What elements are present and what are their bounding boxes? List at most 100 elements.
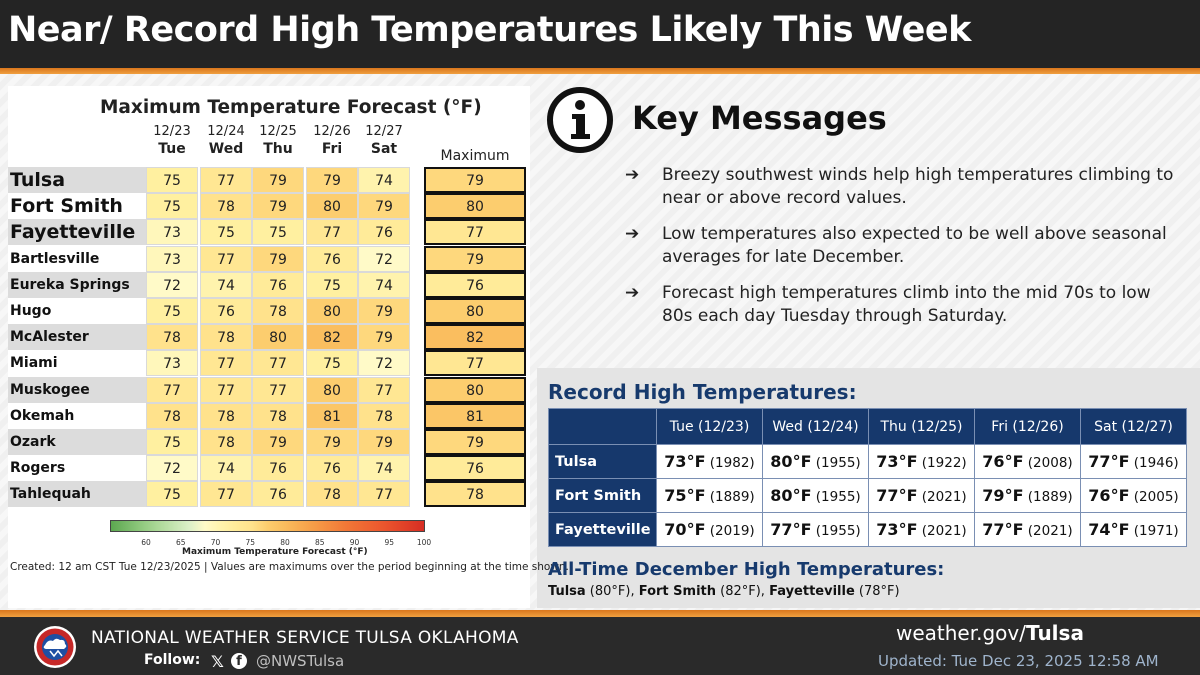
city-name: Miami bbox=[8, 350, 146, 376]
record-year: (1889) bbox=[1023, 489, 1073, 505]
day-name: Sat bbox=[370, 141, 398, 157]
record-temp: 73°F bbox=[664, 452, 706, 471]
record-temp: 76°F bbox=[982, 452, 1024, 471]
forecast-cell: 80 bbox=[306, 193, 358, 219]
records-row: Fayetteville 70°F (2019) 77°F (1955) 73°F (… bbox=[548, 512, 1187, 547]
forecast-cell: 79 bbox=[306, 429, 358, 455]
max-cell: 77 bbox=[424, 219, 526, 245]
forecast-cell: 76 bbox=[306, 455, 358, 481]
record-temp: 80°F bbox=[770, 486, 812, 505]
social-handle[interactable]: @NWSTulsa bbox=[256, 652, 345, 670]
record-year: (2008) bbox=[1023, 455, 1073, 471]
forecast-cell: 78 bbox=[200, 193, 252, 219]
city-name: Ozark bbox=[8, 429, 146, 455]
forecast-title: Maximum Temperature Forecast (°F) bbox=[100, 97, 482, 118]
color-scale-tick: 75 bbox=[245, 538, 256, 547]
color-scale-tick: 90 bbox=[349, 538, 360, 547]
forecast-cell: 78 bbox=[252, 403, 304, 429]
key-message: ➔ Forecast high temperatures climb into t… bbox=[625, 282, 1185, 328]
forecast-row: Muskogee 77 77 77 80 77 80 bbox=[8, 377, 530, 403]
forecast-cell: 77 bbox=[358, 481, 410, 507]
day-header-wed: 12/24 Wed bbox=[200, 124, 252, 158]
forecast-cell: 73 bbox=[146, 350, 198, 376]
max-cell: 76 bbox=[424, 455, 526, 481]
forecast-row: Rogers 72 74 76 76 74 76 bbox=[8, 455, 530, 481]
color-scale-label: Maximum Temperature Forecast (°F) bbox=[182, 547, 368, 557]
day-date: 12/23 bbox=[153, 124, 191, 139]
forecast-cell: 79 bbox=[358, 193, 410, 219]
records-corner bbox=[548, 408, 657, 445]
forecast-cell: 78 bbox=[146, 324, 198, 350]
color-scale-tick: 70 bbox=[210, 538, 221, 547]
forecast-cell: 82 bbox=[306, 324, 358, 350]
forecast-cell: 77 bbox=[200, 481, 252, 507]
city-name: Fort Smith bbox=[8, 193, 146, 219]
record-cell: 73°F (1922) bbox=[868, 444, 975, 479]
forecast-cell: 79 bbox=[252, 167, 304, 193]
record-year: (1946) bbox=[1129, 455, 1179, 471]
records-city: Fort Smith bbox=[548, 478, 657, 513]
record-cell: 77°F (1955) bbox=[762, 512, 869, 547]
max-cell: 81 bbox=[424, 403, 526, 429]
forecast-cell: 77 bbox=[200, 167, 252, 193]
key-message-text: Breezy southwest winds help high tempera… bbox=[662, 165, 1174, 208]
alltime-value: (78°F) bbox=[854, 584, 900, 599]
forecast-cell: 74 bbox=[358, 272, 410, 298]
forecast-cell: 79 bbox=[252, 193, 304, 219]
website-office: Tulsa bbox=[1026, 621, 1084, 645]
record-cell: 73°F (1982) bbox=[656, 444, 763, 479]
alltime-values: Tulsa (80°F), Fort Smith (82°F), Fayette… bbox=[548, 584, 900, 599]
record-cell: 76°F (2005) bbox=[1080, 478, 1187, 513]
forecast-cell: 78 bbox=[252, 298, 304, 324]
x-icon[interactable]: 𝕏 bbox=[211, 652, 224, 671]
forecast-cell: 75 bbox=[146, 167, 198, 193]
forecast-cell: 78 bbox=[358, 403, 410, 429]
record-temp: 70°F bbox=[664, 520, 706, 539]
forecast-cell: 72 bbox=[146, 455, 198, 481]
website-link[interactable]: weather.gov/Tulsa bbox=[896, 621, 1084, 645]
max-cell: 82 bbox=[424, 324, 526, 350]
forecast-row: Miami 73 77 77 75 72 77 bbox=[8, 350, 530, 376]
alltime-value: (80°F), bbox=[585, 584, 639, 599]
forecast-cell: 74 bbox=[358, 455, 410, 481]
record-cell: 74°F (1971) bbox=[1080, 512, 1187, 547]
record-year: (2021) bbox=[917, 523, 967, 539]
alltime-city: Fort Smith bbox=[638, 584, 717, 599]
max-cell: 80 bbox=[424, 193, 526, 219]
record-highs-title: Record High Temperatures: bbox=[548, 380, 857, 404]
forecast-cell: 79 bbox=[358, 429, 410, 455]
records-row: Fort Smith 75°F (1889) 80°F (1955) 77°F (20… bbox=[548, 478, 1187, 513]
city-name: Bartlesville bbox=[8, 246, 146, 272]
day-date: 12/27 bbox=[365, 124, 403, 139]
record-year: (2021) bbox=[1023, 523, 1073, 539]
record-year: (2019) bbox=[705, 523, 755, 539]
arrow-icon: ➔ bbox=[625, 165, 640, 185]
forecast-row: Okemah 78 78 78 81 78 81 bbox=[8, 403, 530, 429]
facebook-icon[interactable]: f bbox=[231, 653, 247, 669]
organization-name: NATIONAL WEATHER SERVICE TULSA OKLAHOMA bbox=[91, 628, 519, 648]
key-messages-title: Key Messages bbox=[632, 99, 887, 137]
forecast-cell: 81 bbox=[306, 403, 358, 429]
forecast-cell: 76 bbox=[252, 272, 304, 298]
forecast-cell: 75 bbox=[146, 481, 198, 507]
record-year: (1889) bbox=[705, 489, 755, 505]
records-column-header: Wed (12/24) bbox=[762, 408, 869, 445]
record-cell: 70°F (2019) bbox=[656, 512, 763, 547]
alltime-title: All-Time December High Temperatures: bbox=[548, 559, 945, 580]
forecast-row: Tahlequah 75 77 76 78 77 78 bbox=[8, 481, 530, 507]
record-temp: 73°F bbox=[876, 520, 918, 539]
arrow-icon: ➔ bbox=[625, 224, 640, 244]
max-cell: 80 bbox=[424, 298, 526, 324]
forecast-cell: 72 bbox=[358, 350, 410, 376]
forecast-cell: 77 bbox=[200, 246, 252, 272]
nws-logo bbox=[34, 626, 76, 668]
forecast-cell: 76 bbox=[200, 298, 252, 324]
forecast-row: Fayetteville 73 75 75 77 76 77 bbox=[8, 219, 530, 245]
day-header-sat: 12/27 Sat bbox=[358, 124, 410, 158]
record-year: (1922) bbox=[917, 455, 967, 471]
forecast-cell: 74 bbox=[200, 455, 252, 481]
record-temp: 77°F bbox=[1088, 452, 1130, 471]
website-prefix: weather.gov/ bbox=[896, 621, 1026, 645]
forecast-cell: 72 bbox=[146, 272, 198, 298]
footer-bar bbox=[0, 617, 1200, 675]
